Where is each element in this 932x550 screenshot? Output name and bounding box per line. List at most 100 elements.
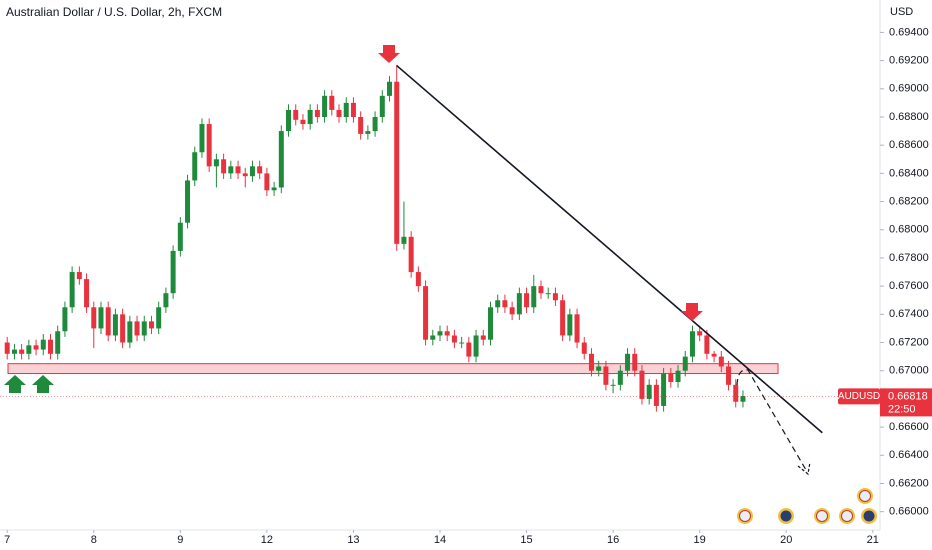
x-tick-label: 12 [261,534,273,546]
candle-body [365,131,371,134]
candle-body [704,335,710,354]
candle-body [336,109,342,117]
candle-body [372,116,378,132]
event-icon [841,510,853,522]
y-tick-label: 0.66000 [889,506,929,518]
candle-body [358,116,364,134]
candle-body [314,109,320,117]
candle-body [596,366,602,371]
x-tick-label: 19 [694,534,706,546]
candle-body [524,293,530,308]
candle-body [228,166,234,174]
candle-body [47,339,53,354]
y-tick-label: 0.68400 [889,167,929,179]
y-tick-label: 0.66200 [889,477,929,489]
plot [4,64,823,434]
candle-body [487,307,493,340]
candle-body [466,342,472,357]
candle-body [603,366,609,385]
y-tick-label: 0.66600 [889,421,929,433]
candle-body [632,353,638,371]
candle-body [170,250,176,294]
candle-body [740,396,746,402]
candle-body [4,342,10,354]
candle-body [531,286,537,308]
candle-body [560,300,566,336]
event-icon [816,510,828,522]
candle-body [726,366,732,385]
candle-body [40,339,46,350]
candle-body [293,109,299,120]
event-icons [737,488,877,524]
candle-body [423,286,429,340]
candle-body [689,331,695,357]
green-arrow [4,375,26,393]
y-tick-label: 0.69400 [889,26,929,38]
candle-body [127,321,133,343]
event-icon [780,510,792,522]
candle-body [257,166,263,174]
candle-body [112,314,118,336]
candle-body [84,279,90,308]
candle-body [574,314,580,343]
candle-body [675,370,681,382]
red-arrow [378,45,400,63]
x-tick-label: 7 [4,534,10,546]
candle-body [120,314,126,343]
candle-body [62,307,68,332]
y-tick-label: 0.66400 [889,449,929,461]
candle-body [148,321,154,329]
y-tick-label: 0.67200 [889,336,929,348]
y-tick-label: 0.67000 [889,365,929,377]
candle-body [625,353,631,371]
x-tick-label: 8 [91,534,97,546]
candle-body [91,307,97,329]
candle-body [718,356,724,367]
candle-body [69,272,75,308]
x-tick-label: 15 [520,534,532,546]
candle-body [329,95,335,110]
candle-body [581,342,587,354]
chart-title: Australian Dollar / U.S. Dollar, 2h, FXC… [6,5,222,19]
candle-body [552,293,558,301]
x-tick-label: 16 [607,534,619,546]
candle-body [264,173,270,191]
candle-body [415,272,421,287]
projection-path [736,369,807,471]
support-zone [7,363,779,375]
symbol-box [838,388,880,405]
candle-body [11,349,17,354]
candle-body [221,159,227,174]
y-tick-label: 0.67800 [889,252,929,264]
candle-body [538,286,544,294]
candle-body [271,187,277,191]
y-tick-label: 0.69000 [889,83,929,95]
candle-body [249,166,255,177]
y-tick-label: 0.67400 [889,308,929,320]
candle-body [379,95,385,117]
candle-body [682,356,688,371]
red-arrow [681,303,703,321]
projection-arrowhead [797,461,811,476]
x-tick-label: 14 [434,534,446,546]
candle-body [588,353,594,371]
y-tick-label: 0.68800 [889,111,929,123]
y-tick-label: 0.69200 [889,55,929,67]
candle-body [451,335,457,343]
candle-body [437,331,443,336]
event-icon [863,510,875,522]
candle-body [278,131,284,188]
candle-body [401,236,407,244]
candle-body [343,102,349,117]
annotations [4,45,811,476]
candle-body [235,166,241,174]
candle-body [322,95,328,117]
candle-body [192,152,198,181]
price-box [880,388,932,417]
candle-body [408,236,414,273]
candle-body [617,370,623,385]
candle-body [350,102,356,117]
candle-body [300,119,306,125]
candle-body [444,331,450,336]
